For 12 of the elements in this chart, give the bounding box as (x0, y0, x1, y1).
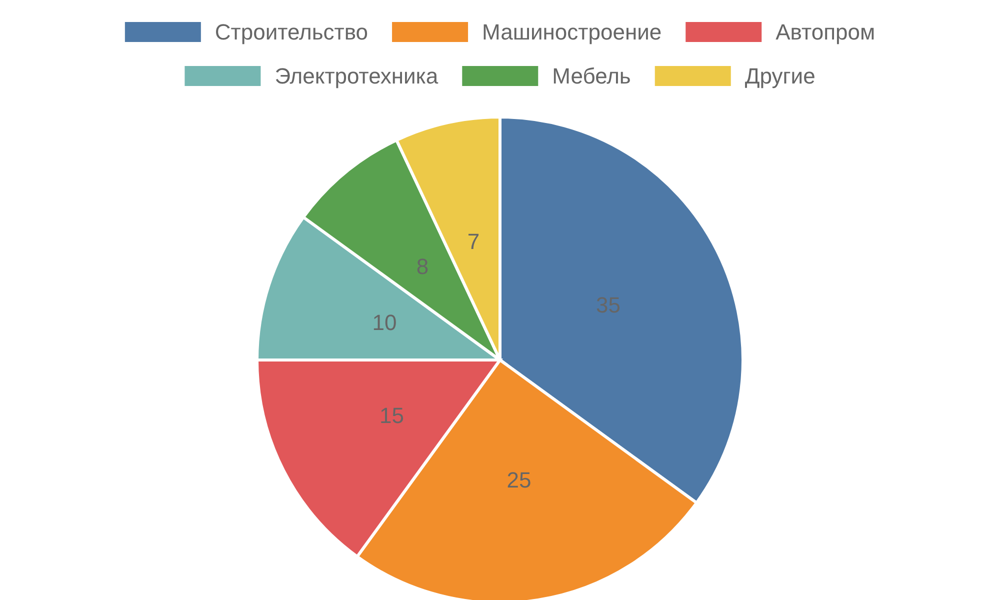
data-label: 25 (506, 468, 532, 493)
legend-label: Электротехника (274, 64, 439, 89)
legend-label: Другие (744, 64, 816, 89)
data-label: 8 (416, 254, 429, 280)
legend-label: Мебель (552, 64, 631, 89)
data-label: 15 (380, 402, 404, 428)
data-label: 10 (372, 310, 397, 336)
legend-label: Автопром (776, 20, 876, 45)
legend-label: Строительство (214, 20, 368, 45)
data-label: 7 (467, 229, 480, 254)
legend-label: Машиностроение (482, 20, 662, 45)
data-label: 35 (596, 292, 620, 318)
